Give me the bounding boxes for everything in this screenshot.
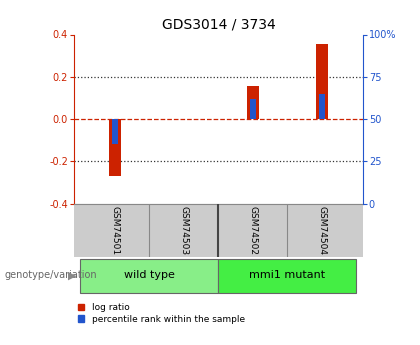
Text: GSM74503: GSM74503 — [179, 206, 189, 255]
Text: wild type: wild type — [124, 270, 175, 280]
Text: mmi1 mutant: mmi1 mutant — [249, 270, 326, 280]
Text: ▶: ▶ — [68, 270, 76, 280]
Text: GSM74501: GSM74501 — [110, 206, 119, 255]
Bar — [112, 119, 118, 145]
Legend: log ratio, percentile rank within the sample: log ratio, percentile rank within the sa… — [78, 303, 245, 324]
Bar — [109, 119, 121, 176]
Text: GSM74502: GSM74502 — [248, 206, 257, 255]
Bar — [316, 44, 328, 119]
Bar — [319, 94, 325, 119]
FancyBboxPatch shape — [218, 259, 357, 293]
Text: GSM74504: GSM74504 — [318, 206, 326, 255]
Title: GDS3014 / 3734: GDS3014 / 3734 — [162, 18, 275, 32]
FancyBboxPatch shape — [80, 259, 218, 293]
Text: genotype/variation: genotype/variation — [4, 270, 97, 280]
Bar — [250, 99, 256, 119]
Bar — [247, 86, 259, 119]
